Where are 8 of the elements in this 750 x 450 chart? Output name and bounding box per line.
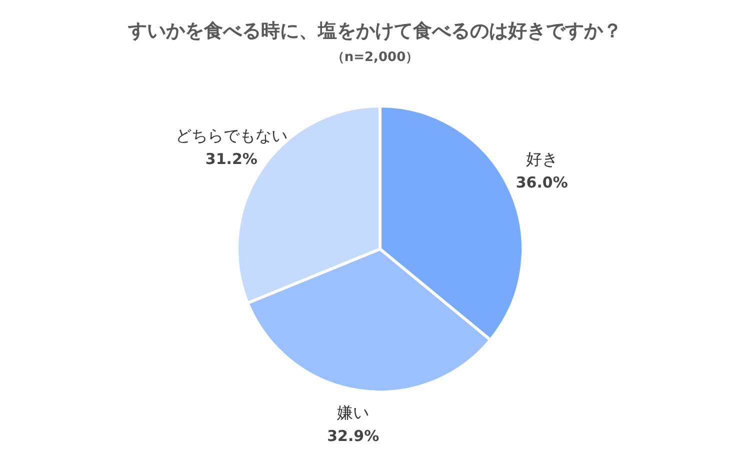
data-label: 31.2% bbox=[205, 150, 258, 168]
slice-label: 嫌い bbox=[337, 402, 370, 422]
data-label: 32.9% bbox=[327, 426, 380, 445]
slice-label: どちらでもない bbox=[175, 126, 288, 146]
slice-label: 好き bbox=[526, 150, 558, 169]
data-label: 36.0% bbox=[516, 174, 568, 192]
chart-title: すいかを食べる時に、塩をかけて食べるのは好きですか？ bbox=[127, 19, 623, 44]
chart-subtitle: （n=2,000） bbox=[330, 49, 420, 66]
